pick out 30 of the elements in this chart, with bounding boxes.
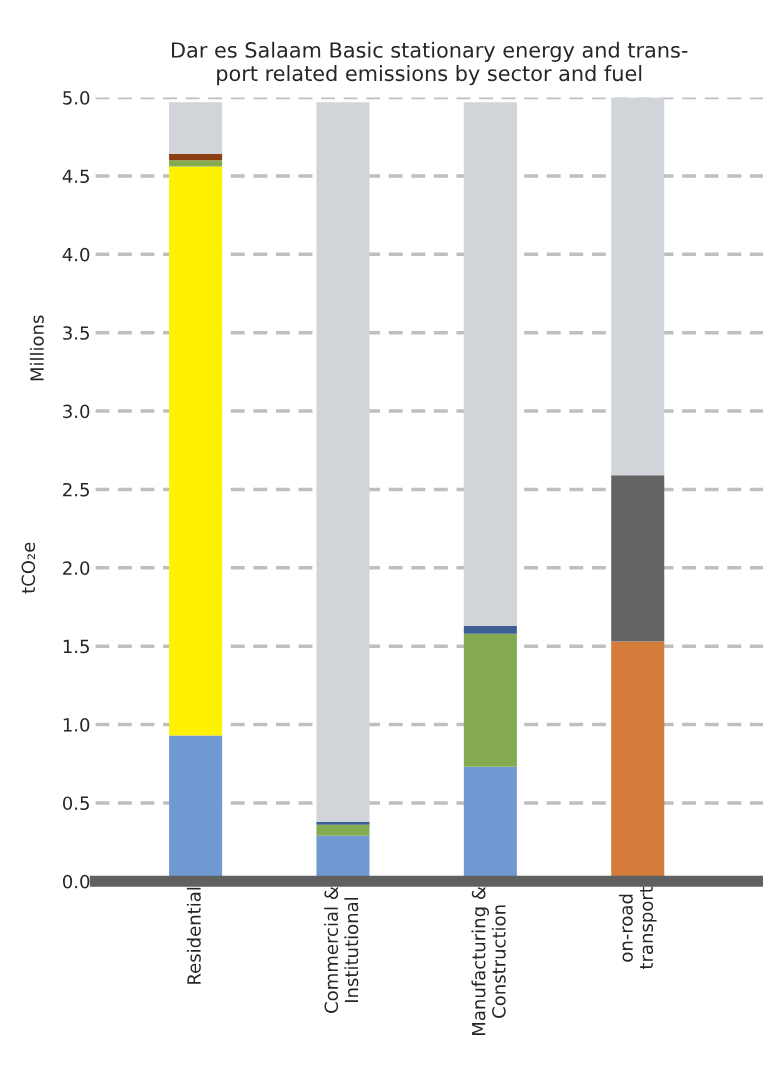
x-tick-label: Manufacturing & Construction [471,886,506,1035]
y-axis-title: tCO₂e [21,542,36,594]
chart-title: Dar es Salaam Basic stationary energy and trans- port related emissions by sector and fuel [172,41,688,86]
bar [169,102,223,154]
y-tick-label: 1.5 [63,639,89,654]
y-tick-label: 0.5 [62,796,89,811]
bar [316,821,370,825]
bar [316,102,370,822]
y-tick-label: 2.5 [63,482,89,497]
y-tick-label: 3.5 [63,326,89,340]
y-tick-label: 2.0 [63,561,90,575]
x-tick-label: Residential [186,887,201,984]
text: Millions [29,315,44,381]
y-tick-label: 4.5 [62,169,89,184]
x-tick-label: Commercial & Institutional [324,886,359,1013]
y-tick-label: 4.0 [62,247,90,262]
bar [611,475,665,642]
x-tick-label: on-road transport [618,886,657,970]
y-tick-label: 3.0 [63,404,90,419]
bar [169,153,223,161]
y-tick-label: 5.0 [63,91,90,105]
bar [169,160,223,167]
y-tick-label: 0.0 [62,874,90,889]
bar [611,97,665,476]
bar [463,625,517,634]
bar [463,633,517,767]
bar [316,824,370,836]
y-tick-label: 1.0 [63,718,90,732]
bar [463,102,517,626]
bar [169,166,223,736]
